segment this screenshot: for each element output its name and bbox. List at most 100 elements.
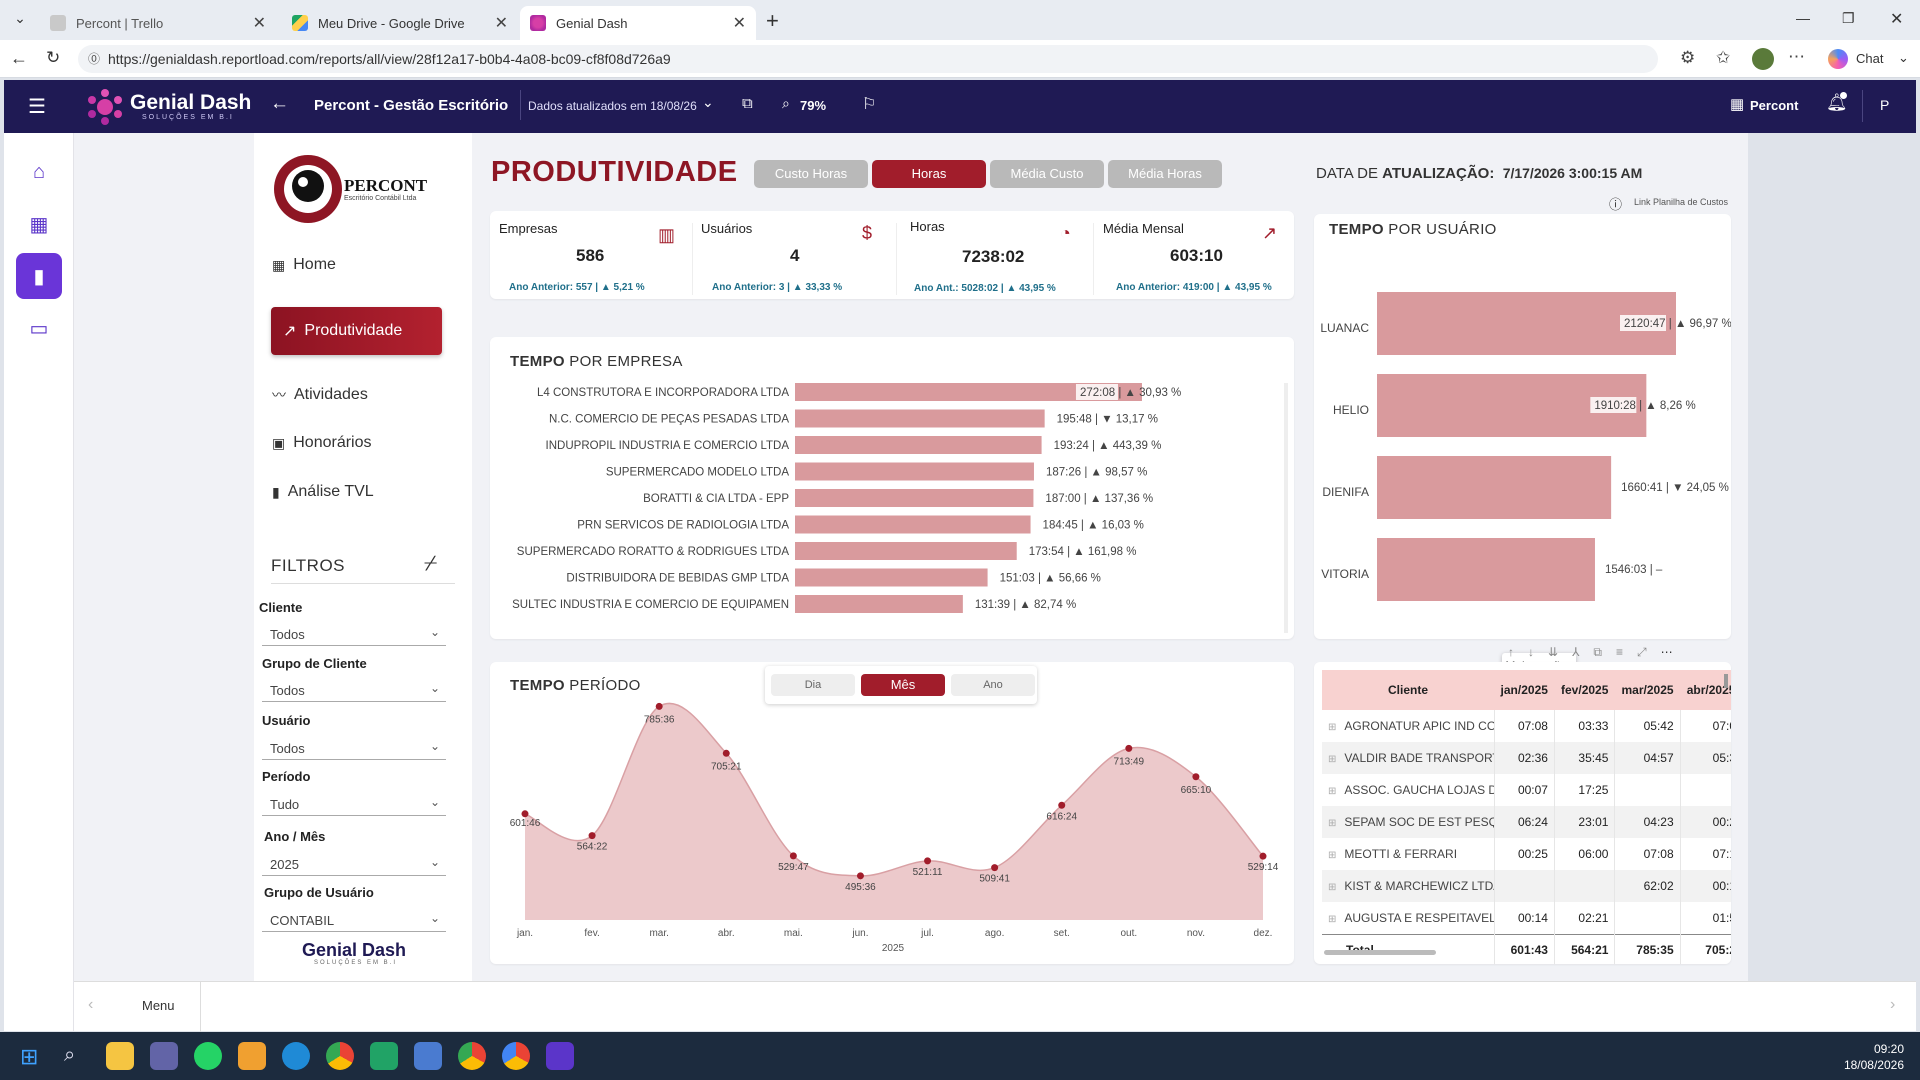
chevron-down-icon[interactable]: ⌄ bbox=[1898, 50, 1909, 65]
filter-grupo-cliente-select[interactable]: Todos ⌄ bbox=[262, 678, 446, 702]
profile-avatar[interactable] bbox=[1752, 48, 1774, 70]
browser-tab-trello[interactable]: Percont | Trello ✕ bbox=[40, 6, 276, 40]
bookmark-icon[interactable]: ⚐ bbox=[862, 96, 877, 113]
new-tab-button[interactable]: + bbox=[766, 8, 779, 33]
chrome-icon[interactable] bbox=[458, 1042, 486, 1070]
focus-mode-icon[interactable]: ⤢ bbox=[1637, 645, 1661, 659]
workspace-name[interactable]: Percont bbox=[1750, 98, 1799, 113]
whatsapp-icon[interactable] bbox=[194, 1042, 222, 1070]
filter-icon[interactable]: ≡ bbox=[1615, 645, 1637, 659]
close-tab-icon[interactable]: ✕ bbox=[252, 15, 266, 32]
expand-row-icon[interactable]: ⊞ bbox=[1328, 722, 1337, 733]
url-field[interactable]: ⓪ https://genialdash.reportload.com/repo… bbox=[78, 45, 1658, 73]
zoom-level[interactable]: 79% bbox=[800, 98, 827, 113]
expand-row-icon[interactable]: ⊞ bbox=[1328, 818, 1337, 829]
more-icon[interactable]: ⋯ bbox=[1788, 47, 1805, 66]
copy-icon[interactable]: ⧉ bbox=[1593, 645, 1616, 659]
arrow-up-icon[interactable]: ↑ bbox=[1508, 645, 1528, 659]
table-row[interactable]: ⊞SEPAM SOC DE EST PESQ ...06:2423:0104:2… bbox=[1322, 806, 1731, 838]
filter-cliente-select[interactable]: Todos ⌄ bbox=[262, 622, 446, 646]
chevron-left-icon[interactable]: ‹ bbox=[88, 996, 94, 1013]
pill-media-horas[interactable]: Média Horas bbox=[1108, 160, 1222, 188]
app-icon[interactable] bbox=[414, 1042, 442, 1070]
expand-row-icon[interactable]: ⊞ bbox=[1328, 786, 1337, 797]
close-window-icon[interactable]: ✕ bbox=[1890, 11, 1904, 28]
arrow-down-icon[interactable]: ↓ bbox=[1528, 645, 1548, 659]
restore-icon[interactable]: ❐ bbox=[1842, 10, 1855, 26]
edge-icon[interactable] bbox=[282, 1042, 310, 1070]
expand-row-icon[interactable]: ⊞ bbox=[1328, 913, 1337, 925]
filter-grupo-usuario-select[interactable]: CONTABIL ⌄ bbox=[262, 908, 446, 932]
app-icon[interactable] bbox=[546, 1042, 574, 1070]
table-row[interactable]: ⊞ ASSOC. GAUCHA LOJAS D... 00:07 17:25 bbox=[1322, 774, 1731, 806]
tab-list-button[interactable]: ⌄ bbox=[14, 10, 26, 26]
close-tab-icon[interactable]: ✕ bbox=[494, 15, 508, 32]
nav-produtividade[interactable]: ↗ Produtividade bbox=[271, 307, 442, 355]
nav-atividades[interactable]: 〰 Atividades bbox=[272, 386, 368, 403]
excel-icon[interactable] bbox=[370, 1042, 398, 1070]
column-header[interactable]: abr/2025 bbox=[1680, 670, 1731, 710]
extensions-icon[interactable]: ⚙ bbox=[1680, 48, 1696, 67]
toggle-mes[interactable]: Mês bbox=[861, 674, 945, 696]
expand-row-icon[interactable]: ⊞ bbox=[1328, 850, 1337, 861]
site-info-icon[interactable]: ⓪ bbox=[88, 52, 101, 66]
toggle-dia[interactable]: Dia bbox=[771, 674, 855, 696]
nav-analise-tvl[interactable]: ▮ Análise TVL bbox=[272, 483, 374, 500]
user-avatar[interactable]: P bbox=[1880, 97, 1890, 113]
hamburger-menu-icon[interactable]: ☰ bbox=[28, 96, 46, 118]
favorites-icon[interactable]: ✩ bbox=[1716, 48, 1731, 67]
minimize-icon[interactable]: — bbox=[1796, 10, 1810, 26]
horizontal-scrollbar[interactable] bbox=[1324, 950, 1436, 955]
more-options-icon[interactable]: ⋯ bbox=[1660, 645, 1687, 659]
nav-home[interactable]: ▦ Home bbox=[272, 256, 336, 273]
zoom-icon[interactable]: ⌕ bbox=[782, 95, 790, 111]
search-icon[interactable]: ⌕ bbox=[64, 1044, 76, 1066]
vertical-scrollbar[interactable] bbox=[1724, 674, 1728, 688]
table-row[interactable]: ⊞ VALDIR BADE TRANSPORT... 02:36 35:45 04:57… bbox=[1322, 742, 1731, 774]
presentation-icon[interactable]: ▭ bbox=[29, 317, 49, 340]
info-icon[interactable]: ⓘ bbox=[1609, 197, 1623, 212]
clock-time[interactable]: 09:20 bbox=[1873, 1042, 1904, 1056]
clock-date[interactable]: 18/08/2026 bbox=[1843, 1058, 1904, 1072]
chrome-profile-icon[interactable] bbox=[502, 1042, 530, 1070]
pill-horas[interactable]: Horas bbox=[872, 160, 986, 188]
back-icon[interactable]: ← bbox=[10, 48, 28, 68]
back-arrow-icon[interactable]: ← bbox=[270, 93, 289, 114]
page-tab-menu[interactable]: Menu bbox=[142, 998, 175, 1013]
nav-honorarios[interactable]: ▣ Honorários bbox=[272, 434, 372, 451]
column-header[interactable]: jan/2025 bbox=[1494, 670, 1555, 710]
clear-filters-icon[interactable]: ⌿ bbox=[424, 550, 438, 575]
expand-row-icon[interactable]: ⊞ bbox=[1328, 882, 1337, 893]
close-tab-icon[interactable]: ✕ bbox=[732, 15, 746, 32]
link-planilha-custos[interactable]: Link Planilha de Custos bbox=[1634, 197, 1729, 207]
scrollbar[interactable] bbox=[1284, 383, 1288, 633]
browser-tab-genial-dash[interactable]: Genial Dash ✕ bbox=[520, 6, 756, 40]
filter-usuario-select[interactable]: Todos ⌄ bbox=[262, 736, 446, 760]
windows-start-icon[interactable]: ⊞ bbox=[20, 1044, 39, 1069]
pill-custo-horas[interactable]: Custo Horas bbox=[754, 160, 868, 188]
reports-icon[interactable]: ▮ bbox=[16, 253, 62, 299]
pill-media-custo[interactable]: Média Custo bbox=[990, 160, 1104, 188]
chrome-icon[interactable] bbox=[326, 1042, 354, 1070]
teams-icon[interactable] bbox=[150, 1042, 178, 1070]
expand-row-icon[interactable]: ⊞ bbox=[1328, 754, 1337, 765]
toggle-ano[interactable]: Ano bbox=[951, 674, 1035, 696]
fit-page-icon[interactable]: ⧉ bbox=[742, 95, 753, 112]
table-row[interactable]: ⊞ AGRONATUR APIC IND CO... 07:08 03:33 05:42… bbox=[1322, 710, 1731, 742]
column-header[interactable]: fev/2025 bbox=[1554, 670, 1615, 710]
file-explorer-icon[interactable] bbox=[106, 1042, 134, 1070]
data-updated-label[interactable]: Dados atualizados em 18/08/26 bbox=[528, 99, 697, 113]
home-icon[interactable]: ⌂ bbox=[32, 160, 46, 183]
reload-icon[interactable]: ↻ bbox=[46, 48, 61, 67]
chevron-right-icon[interactable]: › bbox=[1890, 996, 1896, 1013]
drill-down-icon[interactable]: ⇊ bbox=[1548, 645, 1573, 659]
filter-periodo-select[interactable]: Tudo ⌄ bbox=[262, 792, 446, 816]
column-header[interactable]: Cliente bbox=[1322, 670, 1494, 710]
column-header[interactable]: mar/2025 bbox=[1614, 670, 1681, 710]
filter-ano-mes-select[interactable]: 2025 ⌄ bbox=[262, 852, 446, 876]
chat-label[interactable]: Chat bbox=[1856, 51, 1884, 66]
app-icon[interactable] bbox=[238, 1042, 266, 1070]
